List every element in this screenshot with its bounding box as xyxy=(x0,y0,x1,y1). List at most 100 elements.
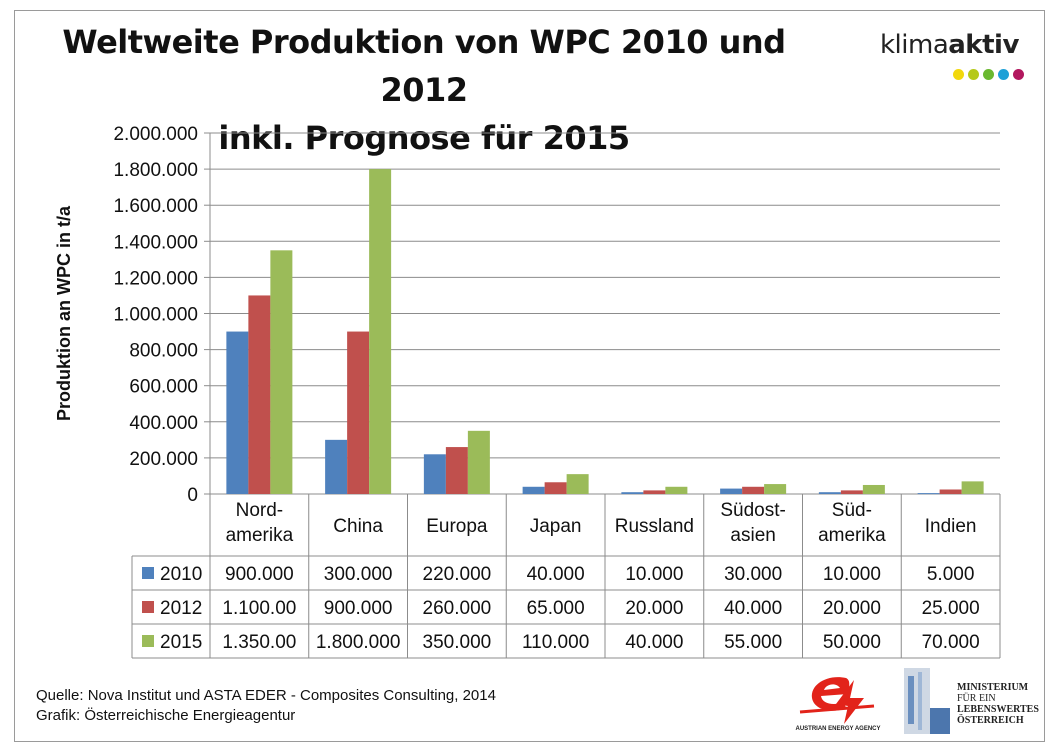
data-label: 55.000 xyxy=(724,632,782,653)
category-label: Süd- xyxy=(832,500,872,521)
bar-2010 xyxy=(621,492,644,494)
data-label: 300.000 xyxy=(324,564,393,585)
data-label: 1.350.00 xyxy=(222,632,296,653)
category-label: asien xyxy=(730,525,775,546)
logo-dot xyxy=(968,69,979,80)
source-line-2: Grafik: Österreichische Energieagentur xyxy=(36,707,296,724)
bar-2015 xyxy=(369,169,392,494)
y-tick-label: 1.600.000 xyxy=(113,196,198,217)
y-axis-label: Produktion an WPC in t/a xyxy=(54,205,74,421)
bar-2012 xyxy=(445,447,468,494)
ministry-line-3: LEBENSWERTES xyxy=(957,704,1039,715)
category-label: Nord- xyxy=(236,500,284,521)
logo-dots xyxy=(953,67,1028,85)
bar-2010 xyxy=(720,488,743,494)
klimaaktiv-logo: klimaaktiv xyxy=(880,30,1040,90)
ministry-line-2: FÜR EIN xyxy=(957,693,996,704)
bar-2015 xyxy=(270,250,293,494)
source-note: Quelle: Nova Institut und ASTA EDER - Co… xyxy=(36,686,496,726)
title-line-2: inkl. Prognose für 2015 xyxy=(218,119,630,157)
bar-2012 xyxy=(347,331,370,494)
data-label: 220.000 xyxy=(423,564,492,585)
category-label: Russland xyxy=(615,516,694,537)
legend-swatch-2010 xyxy=(142,567,154,579)
data-label: 260.000 xyxy=(423,598,492,619)
data-label: 40.000 xyxy=(724,598,782,619)
category-label: Südost- xyxy=(720,500,785,521)
data-label: 70.000 xyxy=(922,632,980,653)
data-label: 1.800.000 xyxy=(316,632,401,653)
y-tick-label: 1.400.000 xyxy=(113,232,198,253)
data-label: 20.000 xyxy=(823,598,881,619)
data-label: 65.000 xyxy=(527,598,585,619)
ministry-logo: MINISTERIUM FÜR EIN LEBENSWERTES ÖSTERRE… xyxy=(900,668,1040,738)
bar-2010 xyxy=(226,331,249,494)
logo-dot xyxy=(953,69,964,80)
data-label: 50.000 xyxy=(823,632,881,653)
data-label: 20.000 xyxy=(625,598,683,619)
slide-frame xyxy=(14,10,1045,742)
ministry-emblem-icon xyxy=(904,668,950,734)
ministry-line-4: ÖSTERREICH xyxy=(957,715,1024,726)
category-label: Indien xyxy=(925,516,977,537)
bar-2015 xyxy=(665,486,688,494)
ministry-line-1: MINISTERIUM xyxy=(957,682,1029,693)
data-label: 350.000 xyxy=(423,632,492,653)
austrian-energy-agency-logo: AUSTRIAN ENERGY AGENCY xyxy=(788,668,888,738)
data-label: 900.000 xyxy=(225,564,294,585)
legend-label-2015: 2015 xyxy=(160,632,202,653)
y-tick-label: 2.000.000 xyxy=(113,124,198,145)
y-tick-label: 1.200.000 xyxy=(113,268,198,289)
data-label: 40.000 xyxy=(625,632,683,653)
source-line-1: Quelle: Nova Institut und ASTA EDER - Co… xyxy=(36,687,496,704)
data-label: 40.000 xyxy=(527,564,585,585)
legend-swatch-2015 xyxy=(142,635,154,647)
category-label: Europa xyxy=(426,516,488,537)
legend-label-2012: 2012 xyxy=(160,598,202,619)
bar-2012 xyxy=(248,295,271,494)
bar-2012 xyxy=(742,486,765,494)
y-tick-label: 600.000 xyxy=(129,377,198,398)
y-tick-label: 200.000 xyxy=(129,449,198,470)
bar-2015 xyxy=(961,481,984,494)
bar-2012 xyxy=(939,489,962,494)
y-tick-label: 1.800.000 xyxy=(113,160,198,181)
data-label: 10.000 xyxy=(625,564,683,585)
y-tick-label: 1.000.000 xyxy=(113,305,198,326)
data-label: 1.100.00 xyxy=(222,598,296,619)
y-tick-label: 400.000 xyxy=(129,413,198,434)
bar-2015 xyxy=(566,474,589,494)
data-label: 25.000 xyxy=(922,598,980,619)
data-label: 900.000 xyxy=(324,598,393,619)
aea-caption: AUSTRIAN ENERGY AGENCY xyxy=(795,726,881,732)
chart-title: Weltweite Produktion von WPC 2010 und 20… xyxy=(14,18,834,162)
logo-dot xyxy=(998,69,1009,80)
bar-2010 xyxy=(423,454,446,494)
bar-2012 xyxy=(544,482,567,494)
bar-2015 xyxy=(862,484,885,494)
bar-2015 xyxy=(467,430,490,494)
bar-2012 xyxy=(643,490,666,494)
legend-label-2010: 2010 xyxy=(160,564,202,585)
data-label: 5.000 xyxy=(927,564,975,585)
data-label: 30.000 xyxy=(724,564,782,585)
category-label: amerika xyxy=(818,525,886,546)
bar-2015 xyxy=(764,484,787,494)
bar-2010 xyxy=(818,492,841,494)
title-line-1: Weltweite Produktion von WPC 2010 und 20… xyxy=(62,23,786,109)
y-tick-label: 800.000 xyxy=(129,341,198,362)
logo-text-bold: aktiv xyxy=(948,30,1019,60)
y-tick-label: 0 xyxy=(187,485,198,506)
bar-2010 xyxy=(325,439,348,494)
category-label: Japan xyxy=(530,516,582,537)
logo-dot xyxy=(983,69,994,80)
logo-text-regular: klima xyxy=(880,30,949,60)
legend-swatch-2012 xyxy=(142,601,154,613)
data-label: 10.000 xyxy=(823,564,881,585)
category-label: China xyxy=(333,516,383,537)
logo-dot xyxy=(1013,69,1024,80)
bar-2010 xyxy=(522,486,545,494)
energy-e-icon xyxy=(799,677,875,724)
bar-2012 xyxy=(840,490,863,494)
